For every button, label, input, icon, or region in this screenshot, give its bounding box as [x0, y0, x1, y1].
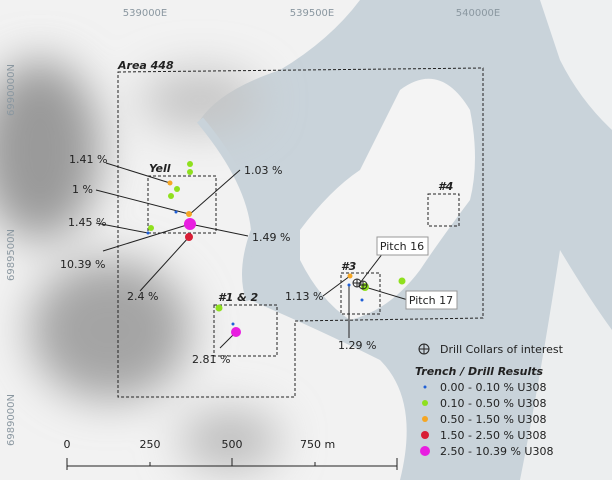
drill-points — [146, 161, 406, 337]
area-label: Yell — [149, 162, 171, 175]
legend-swatch — [423, 385, 427, 389]
area-label: #3 — [341, 260, 357, 273]
area-label: #4 — [438, 180, 453, 193]
land-se — [520, 250, 612, 480]
northing-label: 6989500N — [6, 229, 17, 281]
callout-label: 1.03 % — [244, 164, 282, 177]
legend-label: 0.50 - 1.50 % U308 — [440, 413, 546, 426]
scale-label: 0 — [64, 438, 71, 451]
area-label: Area 448 — [117, 59, 174, 72]
callout-label: 1.13 % — [285, 290, 323, 303]
pitch-box — [376, 236, 429, 256]
legend: Drill Collars of interest Trench / Drill… — [415, 343, 564, 458]
legend-label: 0.00 - 0.10 % U308 — [440, 381, 546, 394]
easting-label: 539000E — [123, 8, 168, 19]
pitch-label: Pitch 17 — [409, 294, 453, 307]
area-box — [147, 175, 217, 234]
scale-label: 250 — [140, 438, 161, 451]
callout-label: 2.4 % — [127, 290, 158, 303]
pitch-label: Pitch 16 — [380, 240, 424, 253]
legend-label: 0.10 - 0.50 % U308 — [440, 397, 546, 410]
legend-label: 1.50 - 2.50 % U308 — [440, 429, 546, 442]
area-label: #1 & 2 — [218, 291, 259, 304]
legend-swatch — [420, 446, 430, 456]
land-east — [300, 78, 475, 320]
pitch-box — [405, 290, 458, 310]
northing-label: 6989000N — [6, 394, 17, 446]
legend-swatch — [421, 431, 429, 439]
legend-label: Drill Collars of interest — [440, 343, 564, 356]
collar-symbols — [352, 278, 368, 290]
scale-label: 750 m — [300, 438, 335, 451]
legend-swatch — [422, 400, 428, 406]
legend-title: Trench / Drill Results — [415, 365, 544, 378]
scale-bar — [66, 458, 398, 470]
northing-label: 6990000N — [6, 64, 17, 116]
area-box — [427, 193, 460, 227]
easting-label: 539500E — [290, 8, 335, 19]
legend-swatch — [422, 416, 428, 422]
callout-label: 1.29 % — [338, 339, 376, 352]
callout-label: 1.45 % — [68, 216, 106, 229]
land-ne — [540, 0, 612, 130]
legend-label: 2.50 - 10.39 % U308 — [440, 445, 553, 458]
scale-label: 500 — [222, 438, 243, 451]
callout-label: 1.49 % — [252, 231, 290, 244]
hillshade — [0, 60, 280, 470]
easting-label: 540000E — [456, 8, 501, 19]
callout-label: 10.39 % — [60, 258, 105, 271]
area-box — [213, 304, 278, 357]
callout-label: 1 % — [72, 183, 93, 196]
callout-label: 2.81 % — [192, 353, 230, 366]
collar-symbol — [419, 344, 429, 354]
shoreline — [196, 117, 260, 302]
callout-label: 1.41 % — [69, 153, 107, 166]
area-boundary — [117, 67, 484, 398]
